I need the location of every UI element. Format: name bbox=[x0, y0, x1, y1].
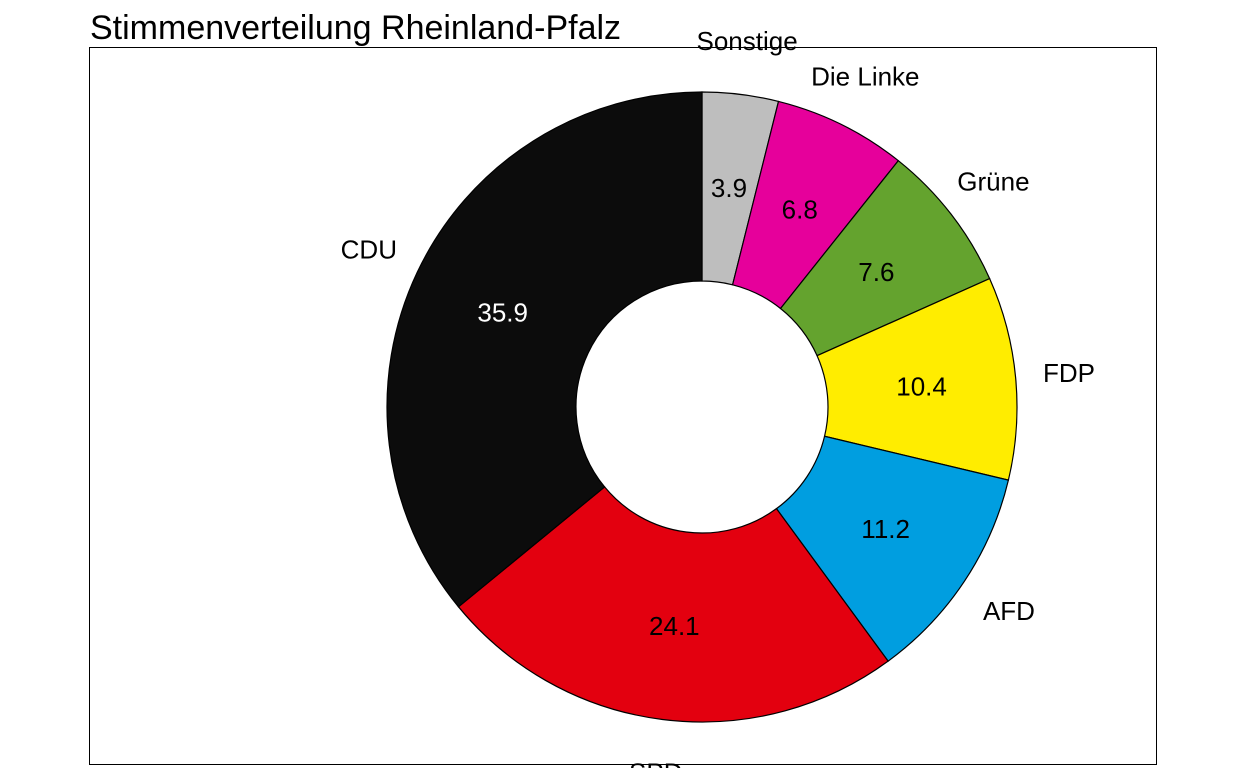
value-label-afd: 11.2 bbox=[861, 514, 910, 544]
slice-afd bbox=[775, 435, 1010, 662]
category-label-cdu: CDU bbox=[341, 234, 397, 264]
category-label-gruene: Grüne bbox=[957, 166, 1029, 196]
chart-title: Stimmenverteilung Rheinland-Pfalz bbox=[90, 9, 622, 47]
category-label-spd: SPD bbox=[629, 758, 682, 768]
value-label-die-linke: 6.8 bbox=[782, 194, 818, 224]
category-label-sonstige: Sonstige bbox=[696, 26, 797, 56]
plot-frame bbox=[89, 47, 1157, 765]
category-label-die-linke: Die Linke bbox=[811, 62, 919, 92]
category-label-fdp: FDP bbox=[1043, 358, 1095, 388]
slice-fdp bbox=[816, 277, 1018, 481]
value-label-spd: 24.1 bbox=[649, 611, 700, 641]
value-label-cdu: 35.9 bbox=[477, 298, 528, 328]
value-label-gruene: 7.6 bbox=[858, 257, 894, 287]
category-label-afd: AFD bbox=[983, 596, 1035, 626]
value-label-sonstige: 3.9 bbox=[711, 173, 747, 203]
slice-spd bbox=[457, 486, 889, 723]
slice-cdu bbox=[386, 91, 703, 608]
value-label-fdp: 10.4 bbox=[896, 372, 947, 402]
